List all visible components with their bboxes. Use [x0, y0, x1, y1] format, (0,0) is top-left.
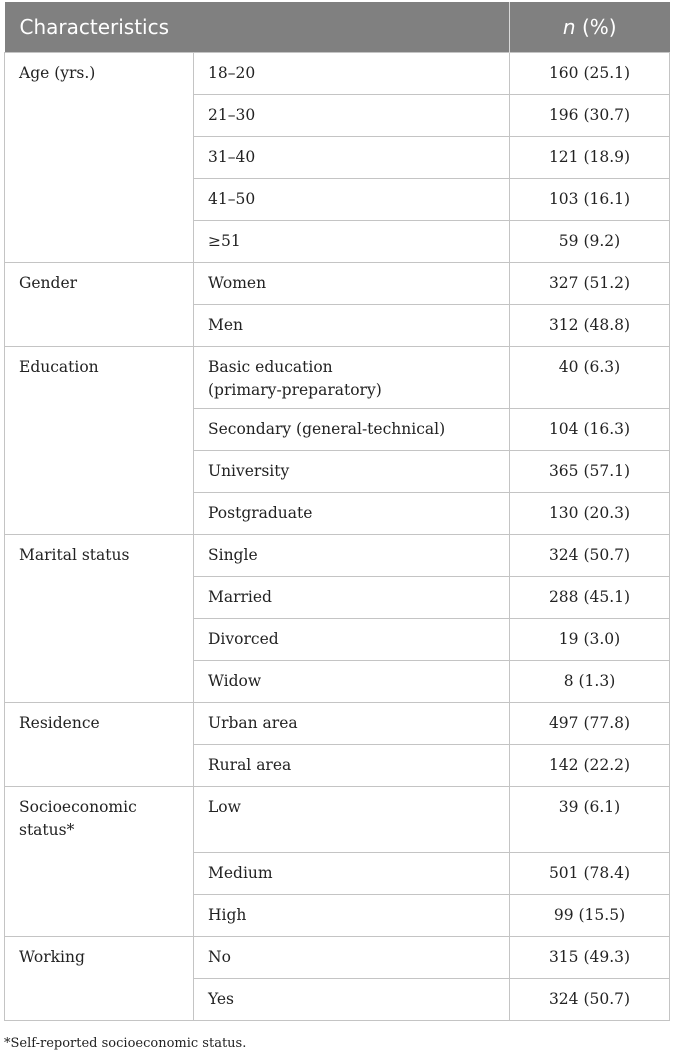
row-label: Urban area — [193, 702, 510, 745]
row-value: 40 (6.3) — [509, 346, 670, 409]
table-row: Yes 324 (50.7) — [5, 978, 670, 1021]
row-label: Postgraduate — [193, 492, 510, 535]
table-row: Rural area 142 (22.2) — [5, 744, 670, 787]
row-value: 365 (57.1) — [509, 450, 670, 493]
row-label: ≥51 — [193, 220, 510, 263]
row-label: High — [193, 894, 510, 937]
row-value: 39 (6.1) — [509, 786, 670, 853]
table-row: High 99 (15.5) — [5, 894, 670, 937]
table-wrapper: Characteristics n (%) Age (yrs.) 18–20 1… — [4, 2, 670, 1021]
row-label: Divorced — [193, 618, 510, 661]
group-label: Age (yrs.) — [4, 52, 194, 263]
row-label: Single — [193, 534, 510, 577]
table-row: Gender Women 327 (51.2) — [4, 262, 670, 347]
header-blank — [193, 2, 510, 53]
group-label: Socioeconomic status* — [4, 786, 194, 937]
row-value: 8 (1.3) — [509, 660, 670, 703]
characteristics-table: Characteristics n (%) Age (yrs.) 18–20 1… — [4, 2, 670, 1021]
row-value: 501 (78.4) — [509, 852, 670, 895]
table-row: ≥51 59 (9.2) — [5, 220, 670, 263]
row-value: 497 (77.8) — [509, 702, 670, 745]
header-n: n — [562, 15, 576, 39]
row-label: University — [193, 450, 510, 493]
table-row: Married 288 (45.1) — [5, 576, 670, 619]
table-row: University 365 (57.1) — [5, 450, 670, 493]
group-label: Education — [4, 346, 194, 535]
table-row: Marital status Single 324 (50.7) — [4, 534, 670, 703]
group-label: Gender — [4, 262, 194, 347]
table-row: Working No 315 (49.3) — [4, 936, 670, 1021]
row-label: Men — [193, 304, 510, 347]
table-row: Men 312 (48.8) — [5, 304, 670, 347]
row-label: 18–20 — [193, 52, 510, 95]
group-label: Working — [4, 936, 194, 1021]
row-value: 196 (30.7) — [509, 94, 670, 137]
footnote: *Self-reported socioeconomic status. — [4, 1036, 247, 1051]
row-label: Medium — [193, 852, 510, 895]
row-value: 19 (3.0) — [509, 618, 670, 661]
row-value: 104 (16.3) — [509, 408, 670, 451]
header-pct: (%) — [575, 15, 617, 39]
row-label: Low — [193, 786, 510, 853]
table-row: Medium 501 (78.4) — [5, 852, 670, 895]
group-label: Marital status — [4, 534, 194, 703]
table-row: Secondary (general-technical) 104 (16.3) — [5, 408, 670, 451]
table-row: 21–30 196 (30.7) — [5, 94, 670, 137]
table-row: 31–40 121 (18.9) — [5, 136, 670, 179]
row-value: 99 (15.5) — [509, 894, 670, 937]
row-label: Widow — [193, 660, 510, 703]
row-label: Secondary (general-technical) — [193, 408, 510, 451]
row-label: 31–40 — [193, 136, 510, 179]
row-label: Married — [193, 576, 510, 619]
row-label: Basic education (primary-preparatory) — [193, 346, 510, 409]
row-label: Rural area — [193, 744, 510, 787]
row-value: 312 (48.8) — [509, 304, 670, 347]
table-row: 41–50 103 (16.1) — [5, 178, 670, 221]
table-row: Postgraduate 130 (20.3) — [5, 492, 670, 535]
row-value: 103 (16.1) — [509, 178, 670, 221]
row-value: 324 (50.7) — [509, 534, 670, 577]
row-value: 160 (25.1) — [509, 52, 670, 95]
header-characteristics: Characteristics — [4, 2, 194, 53]
table-row: Age (yrs.) 18–20 160 (25.1) — [4, 52, 670, 263]
row-value: 315 (49.3) — [509, 936, 670, 979]
row-value: 327 (51.2) — [509, 262, 670, 305]
row-value: 288 (45.1) — [509, 576, 670, 619]
row-label: Women — [193, 262, 510, 305]
table-row: Residence Urban area 497 (77.8) — [4, 702, 670, 787]
row-value: 142 (22.2) — [509, 744, 670, 787]
row-value: 130 (20.3) — [509, 492, 670, 535]
row-value: 121 (18.9) — [509, 136, 670, 179]
table-header-row: Characteristics n (%) — [4, 2, 670, 53]
header-n-percent: n (%) — [509, 2, 670, 53]
row-label: 21–30 — [193, 94, 510, 137]
row-label: 41–50 — [193, 178, 510, 221]
table-row: Education Basic education (primary-prepa… — [4, 346, 670, 535]
row-label: No — [193, 936, 510, 979]
row-label: Yes — [193, 978, 510, 1021]
row-value: 59 (9.2) — [509, 220, 670, 263]
table-row: Widow 8 (1.3) — [5, 660, 670, 703]
table-row: Socioeconomic status* Low 39 (6.1) — [4, 786, 670, 937]
row-value: 324 (50.7) — [509, 978, 670, 1021]
group-label: Residence — [4, 702, 194, 787]
